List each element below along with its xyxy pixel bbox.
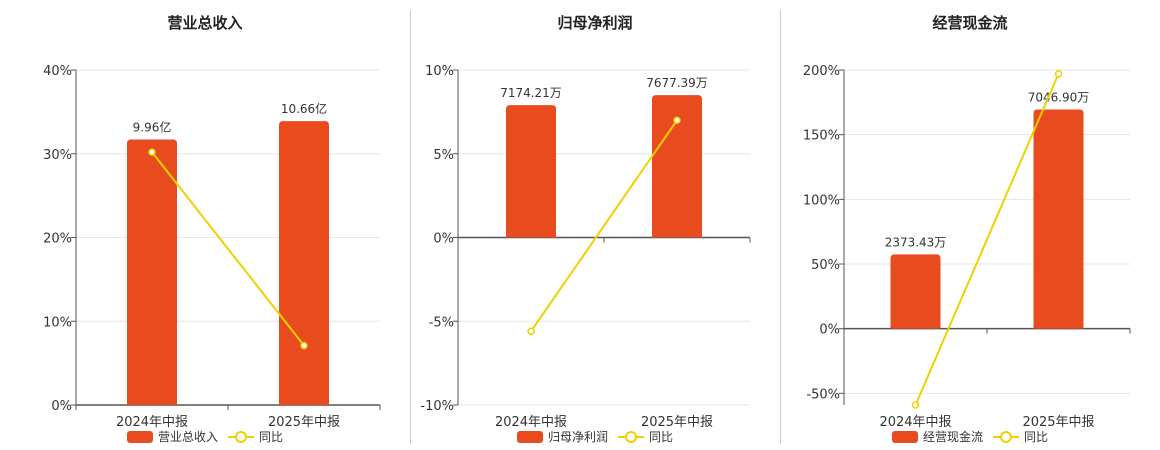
legend-line-swatch: [618, 430, 644, 443]
chart-svg: 0% 10% 20% 30% 40% 9.96亿 10.66亿 2024年中报 2025年中报: [43, 64, 381, 430]
legend-line-swatch: [993, 430, 1019, 443]
legend-line-swatch: [228, 430, 254, 443]
y-tick-label: -10%: [420, 399, 454, 414]
legend-item-bar[interactable]: 经营现金流: [891, 428, 983, 445]
bar: [652, 95, 702, 238]
yoy-line: [530, 119, 678, 332]
y-tick-label: 20%: [43, 232, 72, 247]
chart-svg: -10% -5% 0% 5% 10% 7174.21万 7677.39万 2024年中报 202…: [420, 64, 751, 430]
yoy-line: [914, 73, 1060, 406]
y-tick-label: -50%: [806, 387, 840, 402]
chart-panel-revenue: 营业总收入 0% 10% 20% 30% 40% 9.96亿 10.66亿 2024年中报 20…: [0, 0, 410, 450]
y-tick-label: 200%: [803, 64, 840, 79]
legend-item-bar[interactable]: 归母净利润: [516, 428, 608, 445]
yoy-point: [673, 116, 681, 124]
x-tick-label: 2024年中报: [116, 415, 188, 430]
chart-svg: -50% 0% 50% 100% 150% 200% 2373.43万 7046.90万 202…: [803, 64, 1131, 430]
bar: [1033, 109, 1084, 329]
legend-item-line[interactable]: 同比: [228, 428, 283, 445]
yoy-line: [151, 151, 305, 347]
y-tick-label: 0%: [819, 323, 840, 338]
y-tick-label: 150%: [803, 129, 840, 144]
legend-item-line[interactable]: 同比: [618, 428, 673, 445]
bar: [506, 105, 556, 238]
legend-bar-label: 营业总收入: [157, 430, 218, 444]
legend-line-label: 同比: [259, 430, 284, 444]
chart-title: 营业总收入: [167, 14, 243, 32]
y-tick-label: 0%: [51, 399, 72, 414]
yoy-point: [527, 327, 535, 336]
x-tick-label: 2025年中报: [268, 415, 340, 430]
chart-legend: 归母净利润 同比: [410, 428, 780, 445]
x-tick-label: 2025年中报: [1022, 415, 1094, 430]
x-tick-label: 2024年中报: [495, 415, 567, 430]
yoy-point: [911, 401, 920, 409]
y-tick-label: -5%: [429, 315, 454, 330]
legend-bar-label: 归母净利润: [547, 430, 608, 444]
legend-bar-swatch: [891, 430, 918, 443]
chart-title: 归母净利润: [557, 14, 633, 32]
y-tick-label: 10%: [43, 315, 72, 330]
bar-data-label: 2373.43万: [885, 235, 947, 249]
yoy-point: [1054, 70, 1063, 78]
bar: [279, 121, 329, 406]
chart-legend: 经营现金流 同比: [780, 428, 1160, 445]
chart-legend: 营业总收入 同比: [0, 428, 410, 445]
legend-line-label: 同比: [1024, 430, 1049, 444]
bar: [127, 139, 177, 405]
y-tick-label: 40%: [43, 64, 72, 79]
y-tick-label: 30%: [43, 148, 72, 163]
bar-data-label: 9.96亿: [133, 120, 172, 135]
yoy-point: [148, 148, 156, 156]
y-tick-label: 50%: [811, 258, 840, 273]
panel-divider: [780, 10, 781, 444]
bar-data-label: 7677.39万: [646, 76, 708, 90]
bar: [890, 254, 941, 329]
bar-data-label: 7174.21万: [500, 86, 562, 100]
y-tick-label: 0%: [433, 232, 454, 247]
x-tick-label: 2024年中报: [879, 415, 951, 430]
chart-panel-cash-flow: 经营现金流 -50% 0% 50% 100% 150% 200% 2373.43万 7046.…: [780, 0, 1160, 450]
legend-line-label: 同比: [649, 430, 674, 444]
legend-item-line[interactable]: 同比: [993, 428, 1048, 445]
panel-divider: [410, 10, 411, 444]
legend-item-bar[interactable]: 营业总收入: [126, 428, 218, 445]
y-tick-label: 5%: [433, 148, 454, 163]
legend-bar-swatch: [516, 430, 543, 443]
chart-title: 经营现金流: [932, 14, 1008, 32]
bar-data-label: 7046.90万: [1028, 90, 1090, 104]
chart-panel-net-profit: 归母净利润 -10% -5% 0% 5% 10% 7174.21万 7677.39万 2024…: [410, 0, 780, 450]
bar-data-label: 10.66亿: [281, 101, 327, 116]
y-tick-label: 10%: [425, 64, 454, 79]
legend-bar-swatch: [126, 430, 153, 443]
y-tick-label: 100%: [803, 193, 840, 208]
legend-bar-label: 经营现金流: [922, 430, 983, 444]
yoy-point: [300, 341, 308, 350]
x-tick-label: 2025年中报: [641, 415, 713, 430]
